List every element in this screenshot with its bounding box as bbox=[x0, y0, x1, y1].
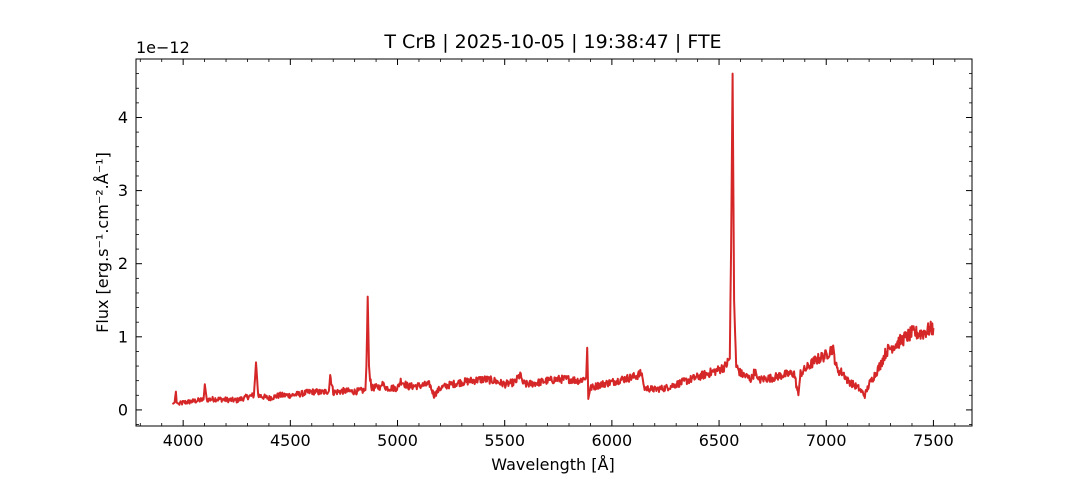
x-tick-label: 7500 bbox=[913, 431, 954, 450]
x-tick-label: 5000 bbox=[377, 431, 418, 450]
y-offset-text: 1e−12 bbox=[136, 38, 190, 57]
x-tick-label: 4500 bbox=[270, 431, 311, 450]
y-tick-label: 1 bbox=[118, 327, 128, 346]
y-axis: 0 1 2 3 4 bbox=[118, 73, 972, 425]
x-tick-label: 7000 bbox=[806, 431, 847, 450]
x-axis: 4000 4500 5000 5500 6000 6500 7000 7500 bbox=[139, 59, 956, 450]
plot-area: 4000 4500 5000 5500 6000 6500 7000 7500 0 1 2 3 4 bbox=[118, 58, 973, 450]
x-tick-label: 4000 bbox=[163, 431, 204, 450]
y-tick-label: 0 bbox=[118, 400, 128, 419]
x-tick-label: 5500 bbox=[484, 431, 525, 450]
y-axis-label: Flux [erg.s⁻¹.cm⁻².Å⁻¹] bbox=[93, 152, 112, 333]
plot-frame bbox=[135, 58, 973, 427]
x-tick-label: 6000 bbox=[592, 431, 633, 450]
y-tick-label: 4 bbox=[118, 108, 128, 127]
y-tick-label: 2 bbox=[118, 254, 128, 273]
chart-title: T CrB | 2025-10-05 | 19:38:47 | FTE bbox=[383, 31, 721, 53]
x-axis-label: Wavelength [Å] bbox=[491, 455, 614, 474]
x-tick-label: 6500 bbox=[699, 431, 740, 450]
spectrum-series bbox=[171, 72, 935, 406]
y-tick-label: 3 bbox=[118, 181, 128, 200]
spectrum-line bbox=[171, 72, 935, 406]
